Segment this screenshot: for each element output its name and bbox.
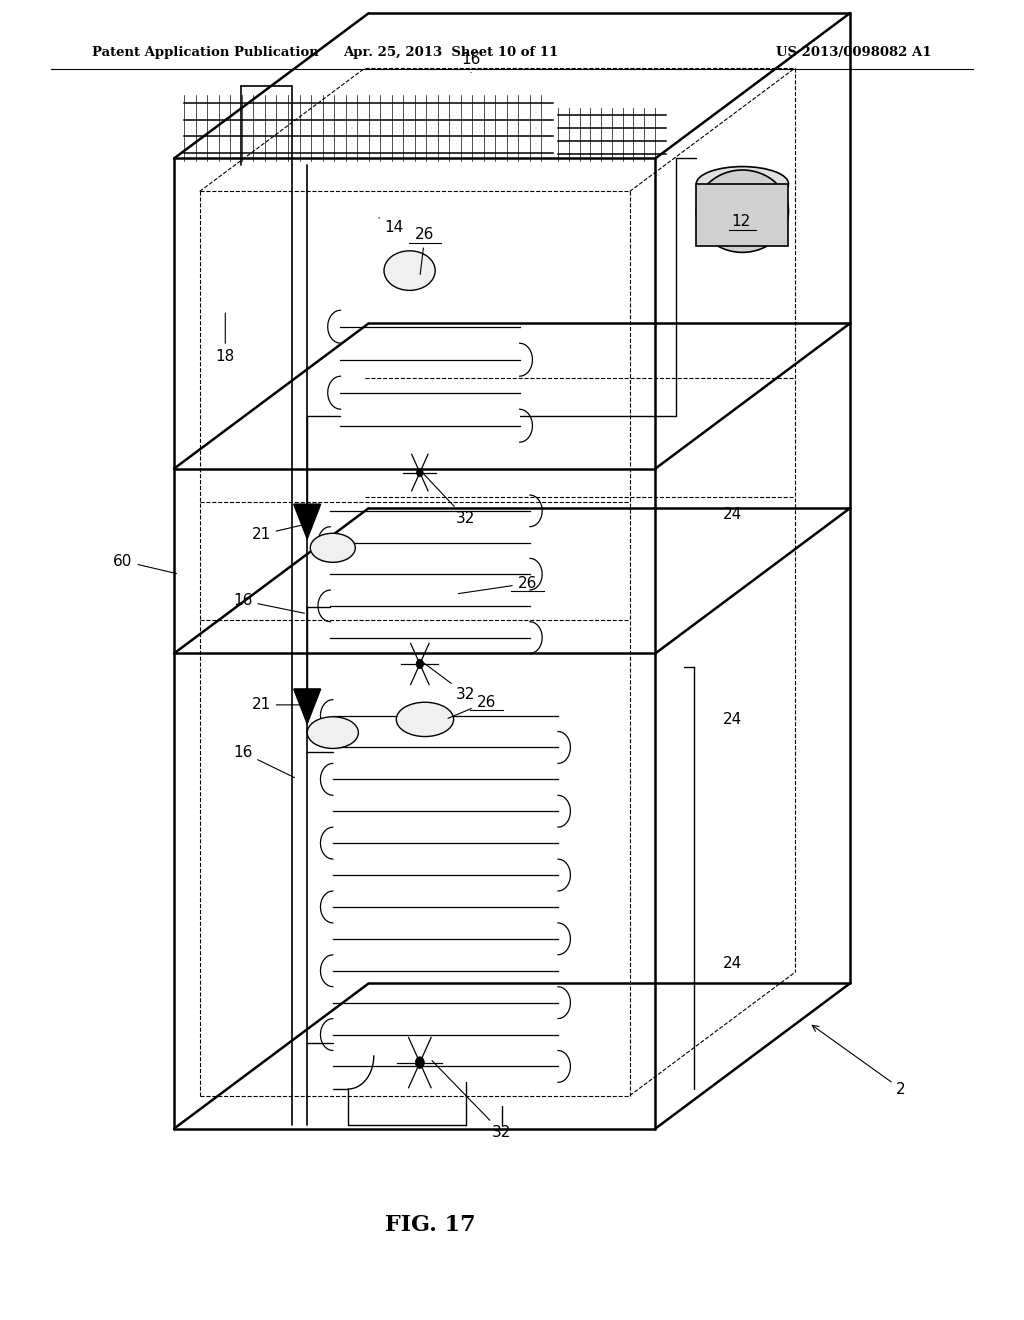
Text: 60: 60	[114, 553, 176, 574]
Polygon shape	[294, 504, 321, 539]
Text: 26: 26	[416, 227, 434, 275]
Ellipse shape	[416, 1057, 424, 1068]
Text: 26: 26	[449, 694, 496, 718]
Text: 32: 32	[422, 473, 475, 527]
Text: 24: 24	[723, 507, 741, 523]
Text: 16: 16	[233, 744, 295, 777]
Bar	[696, 183, 788, 246]
Text: 26: 26	[459, 576, 537, 594]
Text: 21: 21	[252, 523, 309, 543]
Text: 32: 32	[422, 661, 475, 702]
Text: 16: 16	[462, 51, 480, 73]
Ellipse shape	[696, 166, 788, 201]
Text: 24: 24	[723, 711, 741, 727]
Ellipse shape	[416, 659, 424, 669]
Ellipse shape	[310, 533, 355, 562]
Text: 21: 21	[252, 697, 309, 713]
Text: Apr. 25, 2013  Sheet 10 of 11: Apr. 25, 2013 Sheet 10 of 11	[343, 46, 558, 59]
Ellipse shape	[696, 170, 788, 252]
Ellipse shape	[396, 702, 454, 737]
Ellipse shape	[307, 717, 358, 748]
Text: 14: 14	[379, 218, 403, 235]
Text: 18: 18	[216, 313, 234, 364]
Text: 32: 32	[432, 1061, 511, 1140]
Ellipse shape	[417, 469, 423, 477]
Text: 12: 12	[732, 214, 751, 230]
Text: 24: 24	[723, 956, 741, 972]
Text: FIG. 17: FIG. 17	[385, 1214, 475, 1236]
Text: Patent Application Publication: Patent Application Publication	[92, 46, 318, 59]
Polygon shape	[294, 689, 321, 723]
Ellipse shape	[384, 251, 435, 290]
Text: 2: 2	[812, 1026, 906, 1097]
Text: US 2013/0098082 A1: US 2013/0098082 A1	[776, 46, 932, 59]
Text: 16: 16	[233, 593, 304, 614]
